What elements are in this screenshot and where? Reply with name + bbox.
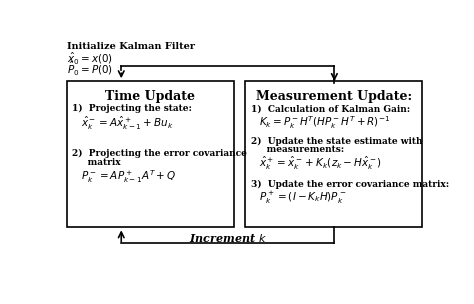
Text: $K_k = P_k^-H^T(HP_k^-H^T + R)^{-1}$: $K_k = P_k^-H^T(HP_k^-H^T + R)^{-1}$ (259, 114, 391, 131)
Text: Time Update: Time Update (105, 90, 195, 103)
Text: $\hat{x}_0 = x(0)$: $\hat{x}_0 = x(0)$ (67, 50, 113, 66)
Text: 1)  Projecting the state:: 1) Projecting the state: (73, 104, 192, 113)
Text: 2)  Update the state estimate with: 2) Update the state estimate with (251, 136, 422, 146)
Bar (245, 81, 422, 227)
Text: Increment $\mathit{k}$: Increment $\mathit{k}$ (189, 232, 267, 244)
Text: $\hat{P}_0 = P(0)$: $\hat{P}_0 = P(0)$ (67, 60, 113, 78)
Text: $\hat{x}_k^+ = \hat{x}_k^- + K_k(z_k - H\hat{x}_k^-)$: $\hat{x}_k^+ = \hat{x}_k^- + K_k(z_k - H… (259, 155, 382, 172)
Text: 2)  Projecting the error covariance: 2) Projecting the error covariance (73, 149, 247, 158)
Text: $P_k^- = AP_{k-1}^+A^T + Q$: $P_k^- = AP_{k-1}^+A^T + Q$ (81, 168, 176, 185)
Text: matrix: matrix (73, 158, 121, 167)
Bar (67, 81, 234, 227)
Text: 1)  Calculation of Kalman Gain:: 1) Calculation of Kalman Gain: (251, 104, 410, 113)
Text: measurements:: measurements: (251, 145, 344, 154)
Text: Measurement Update:: Measurement Update: (255, 90, 411, 103)
Text: 3)  Update the error covariance matrix:: 3) Update the error covariance matrix: (251, 180, 449, 189)
Text: $P_k^+ = (I - K_kH)P_k^-$: $P_k^+ = (I - K_kH)P_k^-$ (259, 190, 347, 206)
Text: Initialize Kalman Filter: Initialize Kalman Filter (67, 42, 195, 51)
Text: $\hat{x}_k^- = A\hat{x}_{k-1}^+ + Bu_k$: $\hat{x}_k^- = A\hat{x}_{k-1}^+ + Bu_k$ (81, 114, 173, 132)
